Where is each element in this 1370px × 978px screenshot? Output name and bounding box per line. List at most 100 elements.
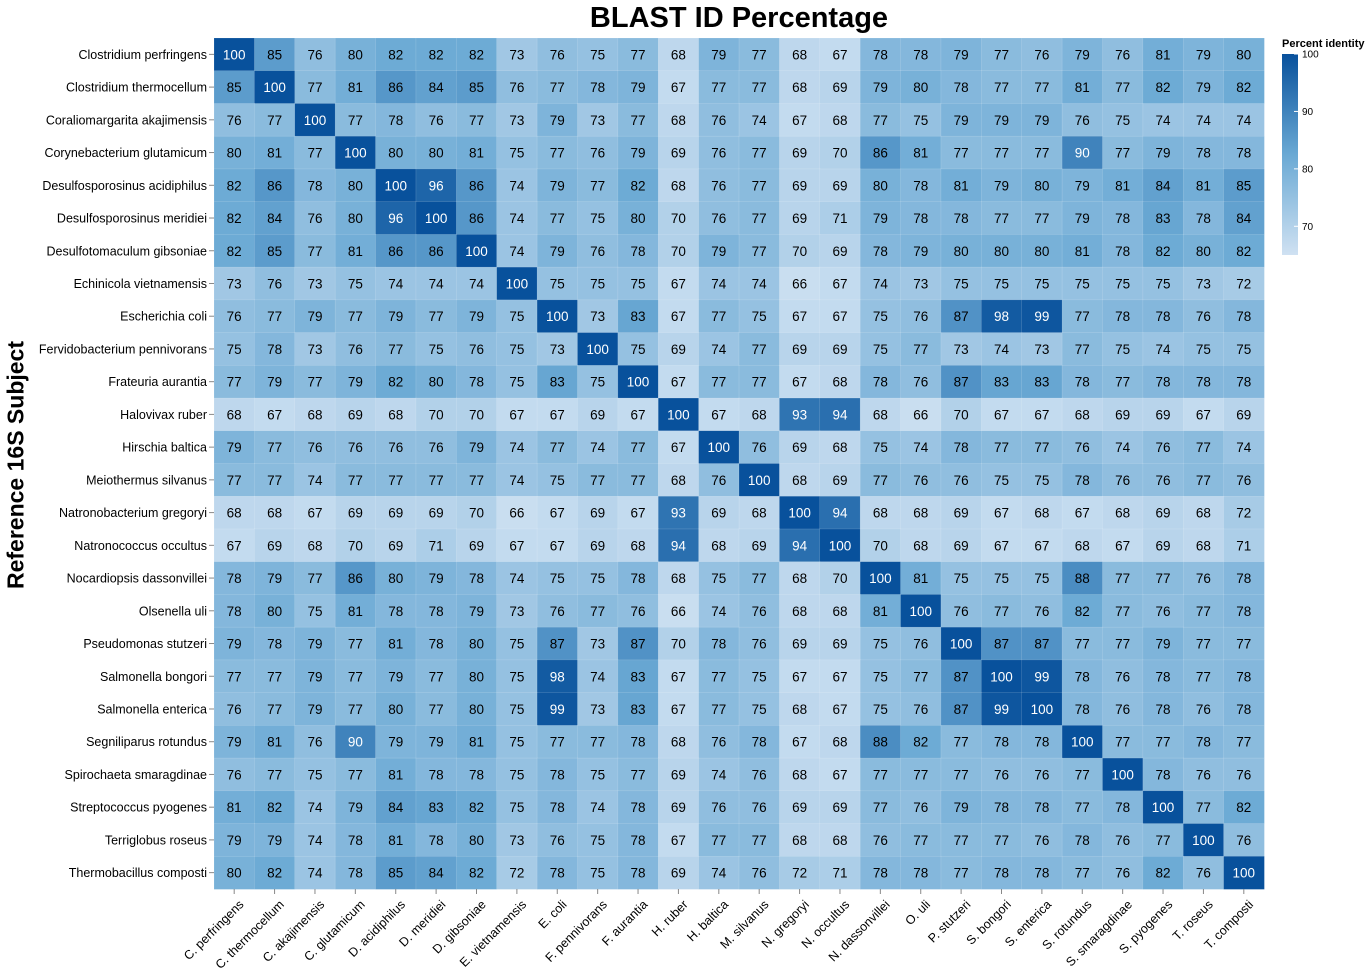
heatmap-cell-value: 68 (792, 473, 807, 488)
heatmap-cell-value: 74 (590, 669, 606, 684)
heatmap-cell-value: 79 (994, 178, 1009, 193)
heatmap-cell-value: 100 (344, 146, 367, 161)
heatmap-cell (1182, 561, 1225, 596)
heatmap-cell (819, 725, 861, 759)
heatmap-cell (698, 397, 740, 432)
heatmap-cell (657, 659, 700, 694)
heatmap-cell-value: 77 (1034, 440, 1049, 455)
heatmap-cell-value: 79 (307, 669, 322, 684)
heatmap-cell-value: 69 (671, 146, 686, 161)
heatmap-cell-value: 100 (1031, 702, 1054, 717)
heatmap-cell (738, 856, 781, 890)
heatmap-cell-value: 69 (1156, 538, 1171, 553)
heatmap-cell-value: 69 (1115, 407, 1130, 422)
heatmap-cell-value: 80 (429, 146, 444, 161)
heatmap-cell (819, 495, 861, 530)
heatmap-cell-value: 68 (792, 571, 807, 586)
heatmap-cell (1021, 823, 1063, 857)
heatmap-cell (334, 790, 377, 825)
heatmap-cell (294, 168, 336, 203)
row-label: Nocardiopsis dassonvillei (67, 572, 207, 586)
heatmap-cell (738, 594, 781, 628)
heatmap-cell (375, 103, 417, 137)
heatmap-cell-value: 68 (388, 407, 403, 422)
heatmap-cell-value: 68 (873, 506, 888, 521)
heatmap-cell-value: 75 (752, 669, 767, 684)
heatmap-cell-value: 75 (590, 375, 605, 390)
row-label: Clostridium perfringens (78, 48, 207, 62)
heatmap-cell-value: 75 (509, 735, 524, 750)
heatmap-cell (254, 823, 296, 857)
heatmap-cell-value: 77 (550, 80, 565, 95)
heatmap-cell (1223, 856, 1265, 890)
heatmap-cell-value: 77 (1075, 637, 1090, 652)
heatmap-cell-value: 82 (227, 211, 242, 226)
heatmap-cell (577, 332, 619, 366)
heatmap-cell-value: 67 (671, 309, 686, 324)
heatmap-cell-value: 74 (1156, 113, 1172, 128)
heatmap-cell-value: 68 (307, 407, 322, 422)
heatmap-cell (1182, 626, 1225, 661)
heatmap-cell-value: 67 (832, 767, 847, 782)
heatmap-cell (375, 299, 417, 334)
heatmap-cell-value: 75 (509, 637, 524, 652)
heatmap-cell (415, 626, 457, 661)
heatmap-cell-value: 68 (1196, 506, 1211, 521)
heatmap-cell (496, 495, 538, 530)
heatmap-cell (577, 135, 619, 170)
heatmap-cell-value: 78 (631, 833, 646, 848)
heatmap-cell (375, 495, 417, 530)
heatmap-cell (254, 168, 296, 203)
legend-tick-label: 70 (1302, 222, 1314, 233)
heatmap-cell-value: 77 (954, 767, 969, 782)
heatmap-cell-value: 67 (792, 669, 807, 684)
heatmap-cell-value: 77 (1034, 146, 1049, 161)
heatmap-cell-value: 67 (832, 309, 847, 324)
heatmap-cell (577, 430, 619, 465)
heatmap-cell-value: 79 (954, 800, 969, 815)
heatmap-cell (213, 659, 256, 694)
heatmap-cell (1142, 299, 1184, 334)
heatmap-cell (779, 37, 821, 72)
heatmap-cell-value: 78 (1236, 571, 1251, 586)
heatmap-cell (456, 201, 498, 236)
heatmap-cell (415, 495, 457, 530)
heatmap-cell (1182, 201, 1225, 236)
heatmap-cell-value: 77 (348, 309, 363, 324)
heatmap-cell (617, 790, 659, 825)
heatmap-cell (577, 659, 619, 694)
heatmap-cell (334, 463, 377, 497)
heatmap-cell-value: 74 (711, 342, 727, 357)
heatmap-cell-value: 77 (307, 146, 322, 161)
heatmap-cell-value: 88 (873, 735, 888, 750)
heatmap-cell-value: 77 (550, 440, 565, 455)
heatmap-cell-value: 81 (469, 146, 484, 161)
heatmap-cell (859, 790, 902, 825)
heatmap-cell-value: 78 (1196, 211, 1211, 226)
heatmap-cell-value: 67 (832, 276, 847, 291)
heatmap-cell-value: 76 (711, 735, 726, 750)
heatmap-cell (738, 103, 781, 137)
heatmap-cell-value: 75 (873, 702, 888, 717)
heatmap-cell-value: 77 (429, 473, 444, 488)
heatmap-cell-value: 68 (752, 407, 767, 422)
heatmap-cell-value: 78 (469, 767, 484, 782)
heatmap-cell-value: 100 (546, 309, 569, 324)
heatmap-cell (254, 692, 296, 726)
heatmap-cell-value: 77 (994, 146, 1009, 161)
heatmap-cell (1061, 135, 1104, 170)
heatmap-cell-value: 69 (267, 538, 282, 553)
heatmap-cell-value: 70 (469, 506, 484, 521)
heatmap-cell (940, 37, 982, 72)
heatmap-cell (981, 37, 1023, 72)
heatmap-cell (1061, 561, 1104, 596)
heatmap-cell (698, 168, 740, 203)
heatmap-cell-value: 67 (832, 669, 847, 684)
heatmap-cell (334, 397, 377, 432)
heatmap-cell-value: 79 (429, 571, 444, 586)
heatmap-cell (536, 70, 579, 105)
heatmap-cell (698, 725, 740, 759)
heatmap-cell (415, 790, 457, 825)
heatmap-cell-value: 75 (1034, 276, 1049, 291)
heatmap-cell (1061, 266, 1104, 301)
